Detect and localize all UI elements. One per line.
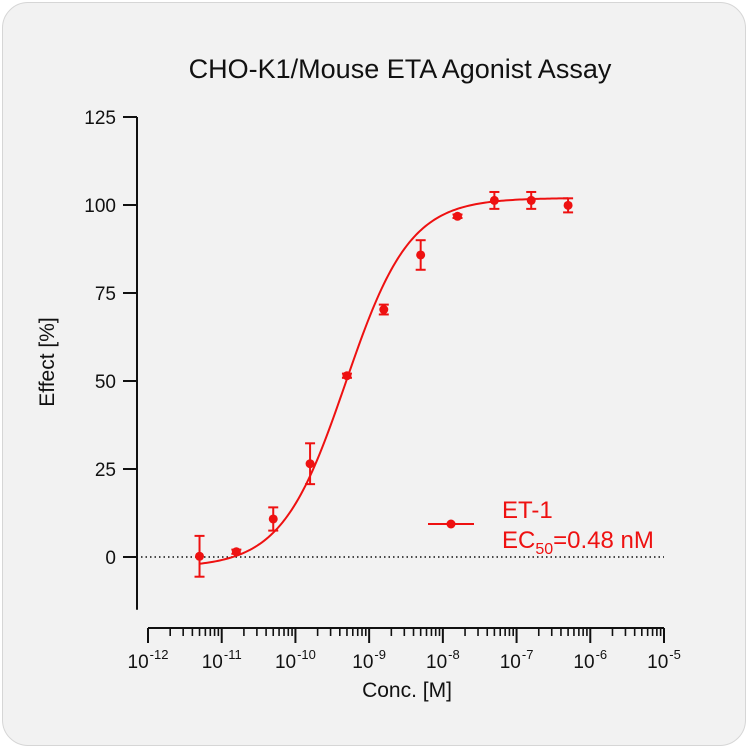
x-tick-exponent: -11 xyxy=(224,647,242,662)
y-tick-label: 50 xyxy=(95,372,116,393)
y-tick-label: 25 xyxy=(95,460,116,481)
data-point xyxy=(563,200,573,210)
x-tick-exponent: -7 xyxy=(522,647,534,662)
data-point xyxy=(453,211,463,221)
data-point xyxy=(489,195,499,205)
data-point xyxy=(195,551,205,561)
x-tick-exponent: -5 xyxy=(669,647,681,662)
data-point xyxy=(268,514,278,524)
x-axis-label: Conc. [M] xyxy=(362,679,452,702)
data-point xyxy=(526,195,536,205)
x-tick-base: 10 xyxy=(573,652,594,673)
x-tick-base: 10 xyxy=(647,652,668,673)
x-tick-base: 10 xyxy=(426,652,447,673)
x-tick-label: 10-12 xyxy=(128,647,169,673)
data-point xyxy=(379,305,389,315)
legend-ec50-sub: 50 xyxy=(535,541,553,558)
x-tick-label: 10-5 xyxy=(647,647,681,673)
data-point xyxy=(231,547,241,557)
x-tick-exponent: -6 xyxy=(596,647,608,662)
fit-curve xyxy=(199,197,569,565)
x-tick-label: 10-9 xyxy=(352,647,386,673)
y-tick-label: 0 xyxy=(105,548,116,569)
y-axis: 0 25 50 75 100 125 xyxy=(84,108,138,610)
x-tick-exponent: -9 xyxy=(374,647,386,662)
y-tick-label: 100 xyxy=(84,196,116,217)
x-tick-label: 10-8 xyxy=(426,647,460,673)
x-tick-label: 10-7 xyxy=(500,647,534,673)
x-tick-label: 10-11 xyxy=(202,647,242,673)
legend-ec50-prefix: EC xyxy=(502,527,535,554)
x-axis: 10-12 10-11 10-10 10-9 10-8 10-7 10-6 10-5 xyxy=(128,627,681,673)
x-tick-label: 10-6 xyxy=(573,647,607,673)
x-tick-exponent: -12 xyxy=(150,647,169,662)
data-points xyxy=(195,195,573,561)
y-tick-label: 75 xyxy=(95,284,116,305)
y-tick-label: 125 xyxy=(84,108,116,129)
legend-ec50: EC50=0.48 nM xyxy=(502,527,654,558)
x-tick-base: 10 xyxy=(352,652,373,673)
x-tick-exponent: -8 xyxy=(448,647,460,662)
legend-series-label: ET-1 xyxy=(502,497,553,524)
legend-ec50-suffix: =0.48 nM xyxy=(553,527,654,554)
x-tick-base: 10 xyxy=(275,652,296,673)
x-tick-exponent: -10 xyxy=(297,647,316,662)
legend-marker xyxy=(446,519,456,529)
x-tick-label: 10-10 xyxy=(275,647,316,673)
chart-title: CHO-K1/Mouse ETA Agonist Assay xyxy=(189,54,612,84)
y-axis-label: Effect [%] xyxy=(36,317,59,407)
x-tick-base: 10 xyxy=(500,652,521,673)
data-point xyxy=(416,250,426,260)
fit-curve-path xyxy=(199,197,569,565)
data-point xyxy=(305,459,315,469)
x-tick-base: 10 xyxy=(202,652,223,673)
legend: ET-1 EC50=0.48 nM xyxy=(428,497,654,558)
data-point xyxy=(342,371,352,381)
x-tick-base: 10 xyxy=(128,652,149,673)
